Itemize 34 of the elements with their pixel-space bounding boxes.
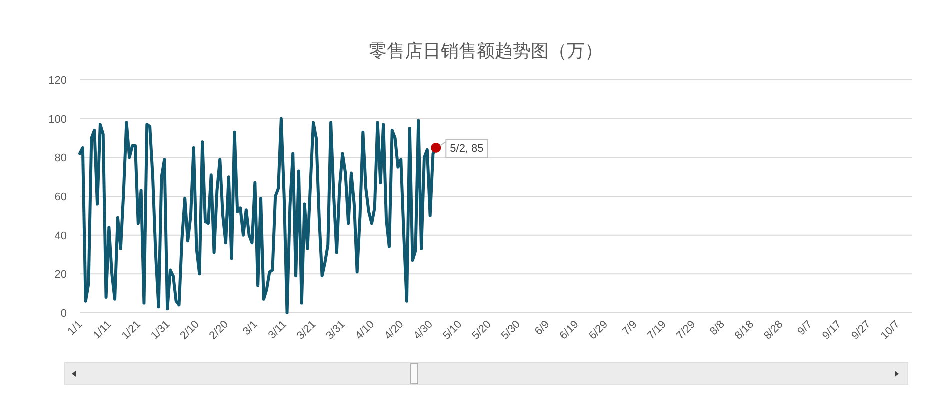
x-tick-label: 6/9 xyxy=(532,318,552,338)
annotation: 5/2, 85 xyxy=(450,142,484,155)
x-tick-label: 8/28 xyxy=(762,318,786,342)
x-tick-label: 3/21 xyxy=(295,318,319,342)
x-tick-label: 4/30 xyxy=(412,318,436,342)
x-tick-label: 6/19 xyxy=(558,318,582,342)
x-tick-label: 7/19 xyxy=(645,318,669,342)
x-tick-label: 9/7 xyxy=(796,318,815,338)
x-tick-label: 1/21 xyxy=(120,318,144,342)
x-tick-label: 1/31 xyxy=(149,318,173,342)
y-tick-label: 120 xyxy=(48,75,67,87)
x-tick-label: 7/29 xyxy=(674,318,698,342)
x-tick-label: 3/31 xyxy=(324,318,348,342)
chart-title: 零售店日销售额趋势图（万） xyxy=(369,41,603,61)
y-tick-label: 0 xyxy=(60,308,67,320)
x-tick-label: 1/11 xyxy=(91,318,114,342)
x-tick-label: 8/8 xyxy=(708,318,728,338)
x-tick-label: 8/18 xyxy=(732,318,757,342)
x-tick-label: 5/10 xyxy=(440,318,465,342)
y-tick-label: 60 xyxy=(54,192,67,204)
y-tick-label: 100 xyxy=(48,114,67,126)
x-tick-label: 4/10 xyxy=(353,318,378,342)
y-tick-label: 20 xyxy=(54,269,67,282)
x-tick-label: 3/1 xyxy=(240,318,260,338)
x-tick-label: 3/11 xyxy=(266,318,290,342)
x-tick-label: 5/20 xyxy=(470,318,494,342)
x-tick-label: 4/20 xyxy=(382,318,406,342)
x-tick-label: 1/1 xyxy=(66,318,86,338)
y-tick-label: 40 xyxy=(54,230,67,242)
y-tick-label: 80 xyxy=(54,152,67,165)
x-tick-label: 6/29 xyxy=(586,318,611,342)
x-tick-label: 5/30 xyxy=(499,318,524,342)
x-tick-label: 2/10 xyxy=(178,318,202,342)
x-tick-label: 7/9 xyxy=(620,318,640,338)
